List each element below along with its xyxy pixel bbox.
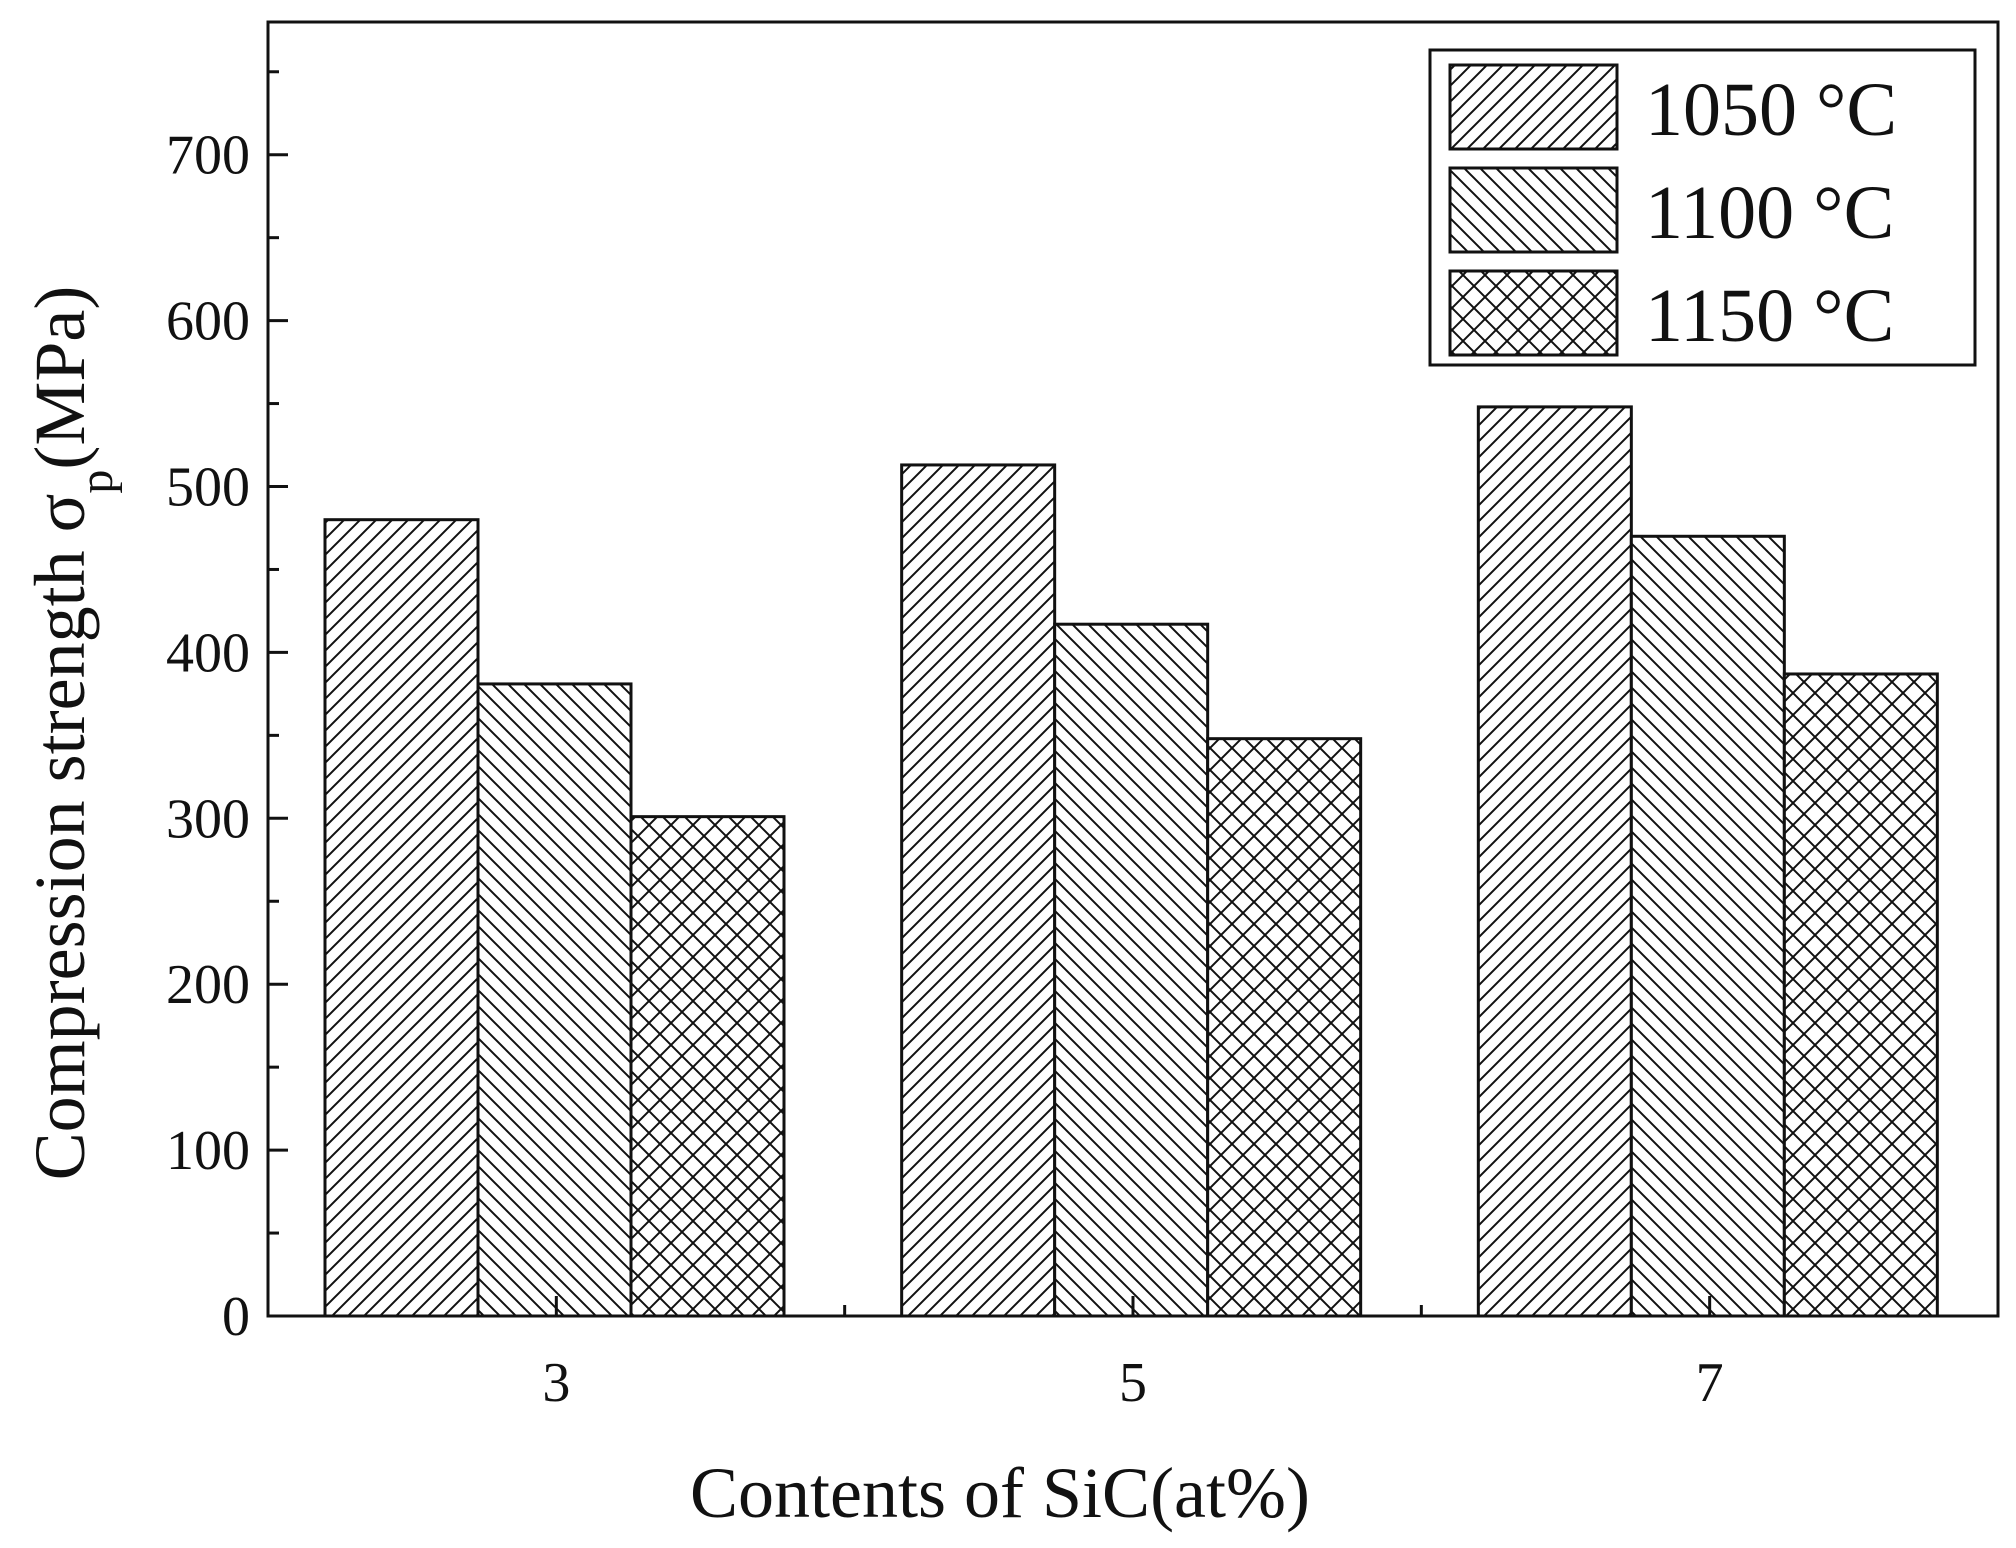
y-tick-label: 0 bbox=[222, 1286, 250, 1348]
y-axis-title-unit: (MPa) bbox=[20, 286, 100, 470]
legend-swatch-2 bbox=[1448, 166, 1619, 254]
y-tick-label: 700 bbox=[166, 125, 250, 187]
y-axis-title-main: Compression strength σ bbox=[20, 494, 100, 1181]
legend-label-1: 1050 °C bbox=[1645, 68, 1897, 152]
y-tick-label: 500 bbox=[166, 457, 250, 519]
bars bbox=[323, 405, 1939, 1318]
legend-swatch-3 bbox=[1448, 269, 1619, 357]
bar-3-series-1 bbox=[323, 518, 480, 1318]
y-tick-label: 100 bbox=[166, 1120, 250, 1182]
x-axis-title: Contents of SiC(at%) bbox=[690, 1453, 1310, 1533]
bar-5-series-2 bbox=[1053, 622, 1210, 1318]
y-axis-title-subscript: p bbox=[70, 470, 123, 494]
bar-7-series-2 bbox=[1629, 534, 1786, 1318]
bar-7-series-1 bbox=[1476, 405, 1633, 1318]
bar-3-series-2 bbox=[476, 682, 633, 1318]
x-tick-label: 5 bbox=[1119, 1352, 1147, 1414]
bar-3-series-3 bbox=[629, 815, 786, 1318]
legend-swatch-1 bbox=[1448, 63, 1619, 151]
x-tick-label: 3 bbox=[542, 1352, 570, 1414]
y-tick-label: 200 bbox=[166, 954, 250, 1016]
bar-5-series-1 bbox=[900, 463, 1057, 1318]
legend-label-2: 1100 °C bbox=[1645, 171, 1894, 255]
legend: 1050 °C 1100 °C 1150 °C bbox=[1428, 48, 1977, 367]
y-tick-label: 300 bbox=[166, 788, 250, 850]
y-axis-title: Compression strength σp(MPa) bbox=[20, 286, 123, 1181]
x-tick-label: 7 bbox=[1696, 1352, 1724, 1414]
ticks: 0 100 200 300 400 500 600 700 3 5 7 bbox=[166, 70, 1724, 1414]
bar-5-series-3 bbox=[1206, 737, 1363, 1318]
legend-label-3: 1150 °C bbox=[1645, 274, 1894, 358]
bar-7-series-3 bbox=[1782, 672, 1939, 1318]
y-tick-label: 400 bbox=[166, 622, 250, 684]
y-tick-label: 600 bbox=[166, 291, 250, 353]
